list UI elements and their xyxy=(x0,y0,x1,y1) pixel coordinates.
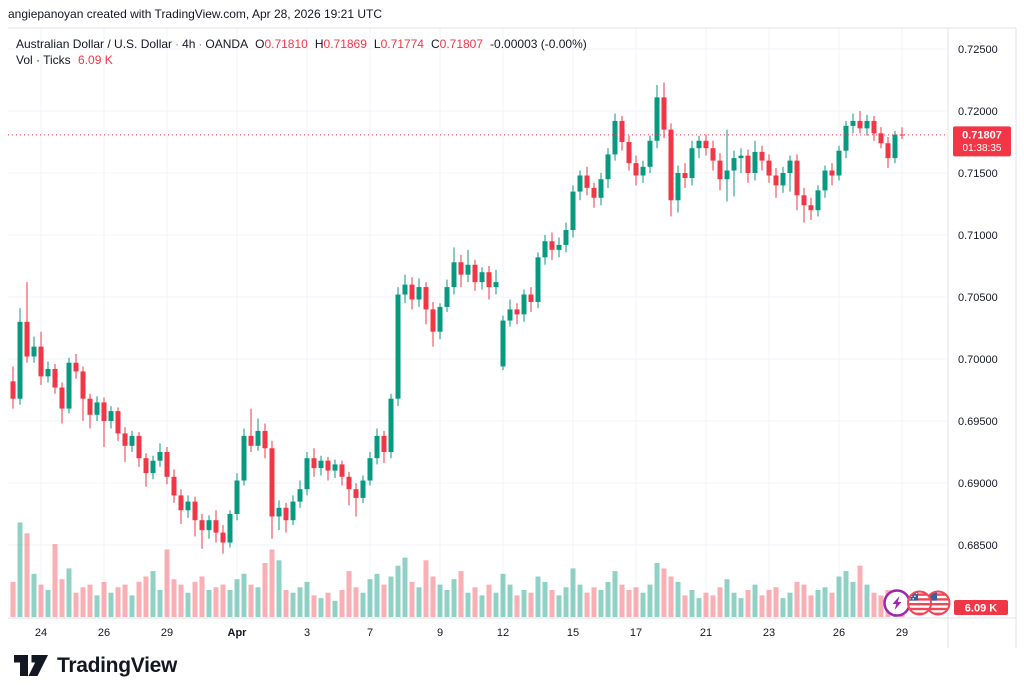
price-axis-label: 0.70000 xyxy=(958,354,998,366)
tradingview-logo-icon xyxy=(14,655,48,676)
chart-legend[interactable]: Australian Dollar / U.S. Dollar · 4h · OANDA… xyxy=(16,37,587,68)
close-value: 0.71807 xyxy=(439,37,484,51)
price-axis-label: 0.69500 xyxy=(958,416,998,428)
time-axis-label: 26 xyxy=(98,627,110,639)
tradingview-logo-text: TradingView xyxy=(57,654,178,677)
volume-value: 6.09 K xyxy=(78,53,113,67)
us-flags-icon xyxy=(907,590,951,616)
separator: · xyxy=(175,37,180,51)
time-axis-label: 15 xyxy=(567,627,579,639)
open-value: 0.71810 xyxy=(264,37,308,51)
svg-text:01:38:35: 01:38:35 xyxy=(963,143,1002,154)
time-axis-label: 9 xyxy=(437,627,443,639)
time-axis-label: 29 xyxy=(896,627,908,639)
volume-label: Vol · Ticks xyxy=(16,53,71,67)
svg-text:6.09 K: 6.09 K xyxy=(965,603,997,615)
time-axis-label: 21 xyxy=(700,627,712,639)
time-axis-label: 24 xyxy=(35,627,47,639)
price-axis-label: 0.68500 xyxy=(958,540,998,552)
panel-borders xyxy=(8,27,1017,648)
legend-volume-row: Vol · Ticks 6.09 K xyxy=(16,53,587,68)
time-axis-label: 3 xyxy=(304,627,310,639)
high-label: H xyxy=(314,37,324,51)
exchange-label: OANDA xyxy=(205,37,249,51)
svg-text:0.71807: 0.71807 xyxy=(962,129,1002,141)
close-label: C xyxy=(430,37,440,51)
open-label: O xyxy=(255,37,265,51)
tradingview-logo[interactable]: TradingView xyxy=(13,653,177,679)
current-price-badge: 0.71807 01:38:35 xyxy=(953,126,1011,157)
price-axis-label: 0.70500 xyxy=(958,292,998,304)
price-axis-label: 0.72500 xyxy=(958,44,998,56)
time-axis-label: 23 xyxy=(763,627,775,639)
low-value: 0.71774 xyxy=(380,37,424,51)
separator: · xyxy=(198,37,203,51)
symbol-title: Australian Dollar / U.S. Dollar xyxy=(16,37,173,51)
legend-symbol-row: Australian Dollar / U.S. Dollar · 4h · OANDA… xyxy=(16,37,587,52)
events-flags-icon[interactable] xyxy=(905,588,953,623)
volume-badge: 6.09 K xyxy=(954,600,1008,615)
time-axis-label: 17 xyxy=(630,627,642,639)
price-axis-label: 0.69000 xyxy=(958,478,998,490)
price-axis[interactable]: 0.72500 0.72000 0.71500 0.71000 0.70500 0.700… xyxy=(958,44,998,552)
time-axis-label: 29 xyxy=(161,627,173,639)
price-axis-label: 0.71000 xyxy=(958,230,998,242)
grid-lines xyxy=(8,28,948,617)
price-axis-label: 0.71500 xyxy=(958,168,998,180)
time-axis-label: Apr xyxy=(228,627,248,639)
candlestick-series xyxy=(10,82,905,554)
volume-series xyxy=(10,522,905,617)
time-axis-label: 7 xyxy=(367,627,373,639)
change-value: -0.00003 (-0.00%) xyxy=(490,37,587,51)
time-axis-label: 12 xyxy=(497,627,509,639)
time-axis[interactable]: 24 26 29 Apr 3 7 9 12 15 17 21 23 26 29 xyxy=(35,627,908,639)
low-label: L xyxy=(373,37,381,51)
time-axis-label: 26 xyxy=(833,627,845,639)
interval-label: 4h xyxy=(182,37,196,51)
price-axis-label: 0.72000 xyxy=(958,106,998,118)
high-value: 0.71869 xyxy=(323,37,367,51)
attribution-text: angiepanoyan created with TradingView.co… xyxy=(8,7,383,21)
